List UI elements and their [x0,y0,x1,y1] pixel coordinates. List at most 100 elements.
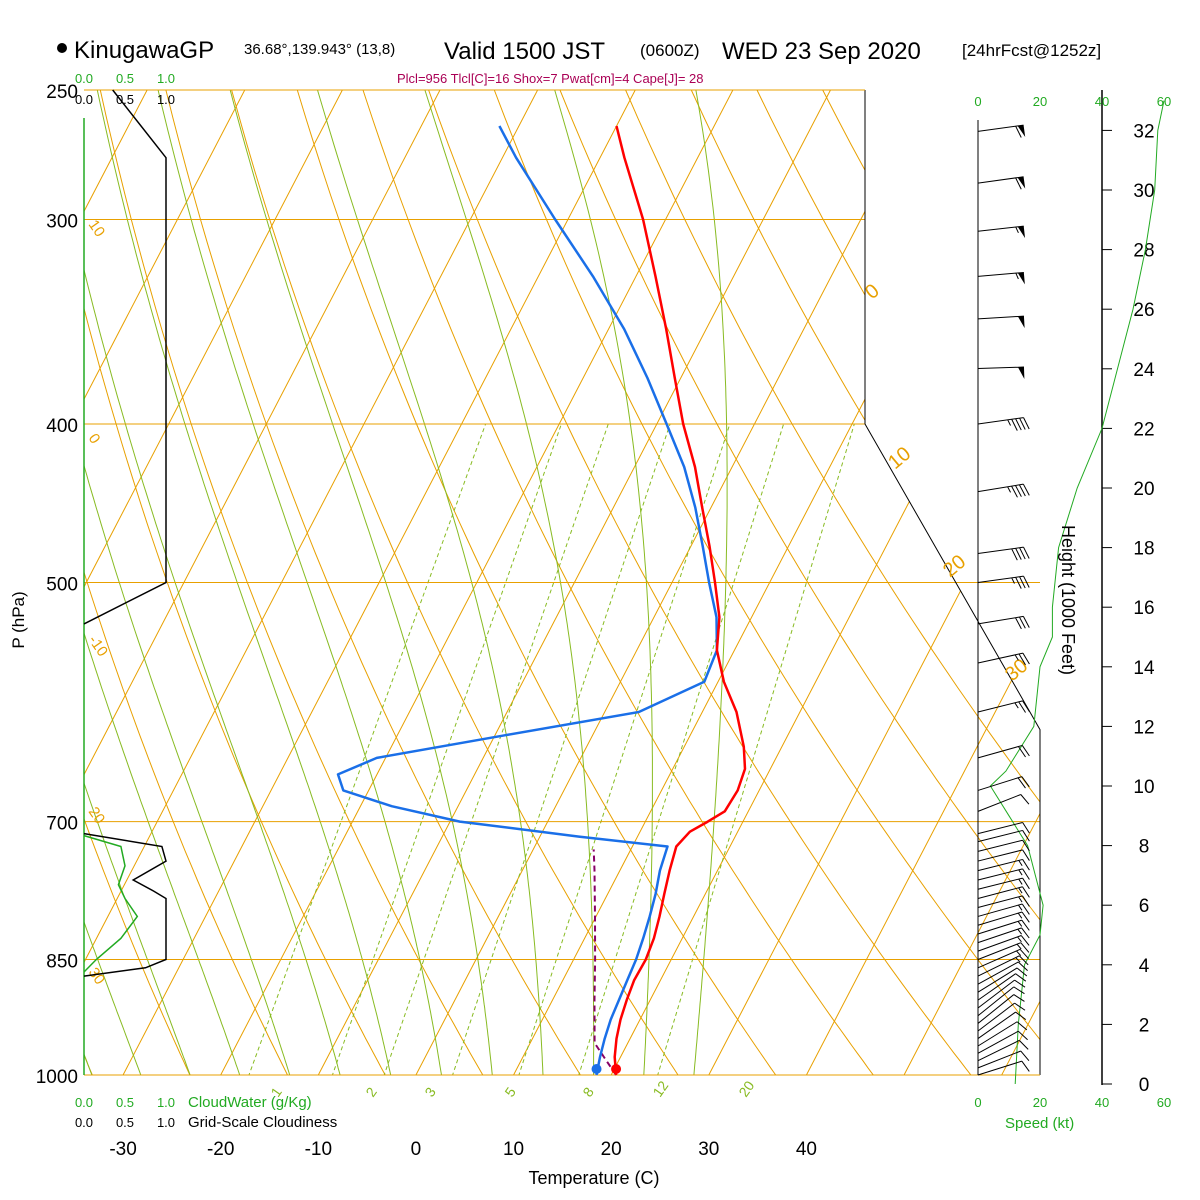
dry-adiabat [872,90,1040,1075]
isotherm-line [84,90,426,1075]
isotherm-line [592,90,1040,1075]
wind-barb-staff [977,794,1021,812]
cloudiness-tick-top: 1.0 [157,92,175,107]
wind-barb [977,1002,1026,1032]
station-name: KinugawaGP [74,37,214,64]
wind-barb-flag [1019,417,1026,430]
wind-barb-staff [977,868,1023,881]
cloudwater-line [83,834,139,973]
x-axis-title: Temperature (C) [528,1168,659,1188]
wind-barb [977,744,1030,759]
wind-barb-staff [977,849,1023,862]
wind-barb-flag [1015,485,1022,497]
height-tick-label: 10 [1133,777,1154,798]
wind-barb [977,858,1030,872]
wind-barb-halfflag [1016,950,1022,956]
wind-barb-flag [1018,746,1026,758]
wind-barb [977,886,1030,899]
wind-barb-staff [977,829,1023,843]
moist-adiabat [90,90,399,1075]
wind-barb-halfflag [1014,702,1019,709]
wind-barb-staff [977,935,1022,952]
moist-adiabat [308,90,545,1075]
isotherm-label: 20 [85,804,108,827]
wind-barb [977,919,1030,935]
wind-barb-halfflag [1011,577,1015,584]
speed-tick-label-top: 20 [1033,94,1047,109]
pressure-tick-label: 1000 [36,1067,78,1088]
wind-barb [977,575,1030,589]
isotherm-line [84,90,621,1075]
cloudiness-tick-bottom: 1.0 [157,1115,175,1130]
height-tick-label: 18 [1133,539,1154,560]
wind-barb-staff [977,877,1023,890]
wind-barb-halfflag [1017,912,1023,919]
wind-barb-flag [1022,616,1030,628]
valid-utc: (0600Z) [640,41,700,60]
wind-barb-flag [1022,700,1030,712]
dry-adiabat [483,90,1040,1075]
pressure-tick-label: 300 [46,212,78,233]
wind-barb [977,1021,1028,1047]
plot-border [864,90,1041,1075]
wind-barb-staff [977,744,1023,759]
height-axis-title: Height (1000 Feet) [1058,525,1078,675]
wind-barb-flag [1016,1021,1028,1031]
isotherm-line [202,90,816,1075]
wind-barb-staff [977,822,1023,835]
temperature-tick-label: 40 [796,1139,817,1160]
height-tick-label: 20 [1133,479,1154,500]
wind-barb-flag [1018,955,1029,966]
wind-barb-halfflag [1016,943,1022,950]
isotherm-label: 10 [884,443,915,474]
wind-barb [977,1030,1028,1054]
side-panels: 0246810121416182022242628303200202040406… [83,89,1171,1110]
wind-speed-line [989,100,1165,1085]
height-tick-label: 30 [1133,181,1154,202]
height-tick-label: 2 [1139,1015,1150,1036]
wind-barb [977,417,1030,431]
wind-barb-halfflag [1014,654,1019,661]
dewpoint-line [336,125,719,1076]
wind-barb-flag [1021,903,1030,915]
temperature-tick-label: -20 [207,1139,234,1160]
wind-barb [977,911,1030,926]
moist-adiabat [84,90,252,1075]
wind-barb [977,700,1030,713]
mixing-ratio-line [646,423,855,1075]
wind-barb-flag [1016,967,1028,977]
temperature-line [613,125,747,1076]
mixing-ratio-label: 2 [362,1084,380,1100]
dry-adiabat [223,90,702,1075]
wind-barb-flag [1022,895,1030,907]
wind-barb-halfflag [1018,869,1023,876]
wind-barb-staff [977,903,1023,917]
height-tick-label: 26 [1133,300,1154,321]
cloudiness-axis-title: Grid-Scale Cloudiness [188,1114,337,1131]
wind-barb-halfflag [1018,860,1023,867]
wind-barb [977,176,1026,190]
wind-barb [977,822,1030,835]
height-tick-label: 4 [1139,956,1150,977]
height-tick-label: 24 [1133,360,1155,381]
isotherm-line [84,90,523,1075]
wind-barb-flag [1015,125,1022,138]
wind-barb-pennant [1017,367,1025,380]
wind-barb [977,849,1030,862]
station-coords: 36.68°,139.943° (13,8) [244,41,395,58]
wind-barb-flag [1015,577,1022,589]
wind-barb-flag [1013,986,1025,995]
dry-adiabat [612,90,1040,1075]
mixing-ratio-line [319,423,562,1075]
cloudwater-tick-bottom: 1.0 [157,1095,175,1110]
wind-barb-flag [1014,979,1026,988]
moist-adiabat [222,90,496,1075]
height-tick-label: 28 [1133,241,1154,262]
wind-barb-staff [977,1002,1015,1032]
moist-adiabat [690,90,728,1075]
wind-barb-halfflag [1015,957,1021,963]
forecast-info: [24hrFcst@1252z] [962,41,1101,60]
height-tick-label: 14 [1133,658,1155,679]
wind-barb-staff [977,942,1021,960]
